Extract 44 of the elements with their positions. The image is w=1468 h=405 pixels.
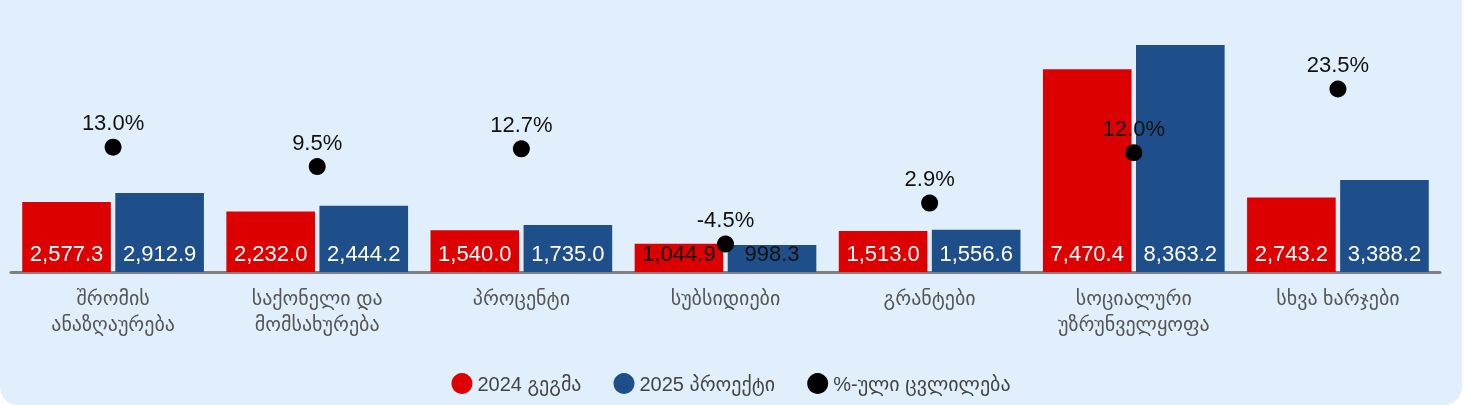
data-label: 12.7% <box>490 111 553 137</box>
data-label: 2.9% <box>904 166 955 192</box>
x-tick-label: სუბსიდიები <box>670 287 781 310</box>
point <box>1125 144 1143 162</box>
data-label: 2,912.9 <box>122 240 197 266</box>
data-label: 1,540.0 <box>438 240 512 266</box>
x-tick-label: შრომის ანაზღაურება <box>51 287 175 336</box>
legend-label: 2024 გეგმა <box>477 372 582 396</box>
bar <box>1247 197 1336 272</box>
legend-label: 2025 პროექტი <box>639 372 776 396</box>
data-label: 998.3 <box>744 240 800 266</box>
data-label: 2,743.2 <box>1254 240 1329 266</box>
data-label: 1,044.9 <box>642 240 716 266</box>
x-tick-label: გრანტები <box>883 287 976 310</box>
data-label: -4.5% <box>696 207 755 233</box>
point <box>308 158 326 176</box>
data-label: 7,470.4 <box>1050 240 1124 266</box>
data-label: 3,388.2 <box>1347 240 1422 266</box>
data-label: 23.5% <box>1306 51 1370 77</box>
point <box>1329 80 1347 98</box>
bar <box>22 202 111 272</box>
point <box>104 138 122 156</box>
bar <box>226 211 315 272</box>
x-tick-label: საქონელი და მომსახურება <box>251 287 383 336</box>
data-label: 13.0% <box>81 110 145 136</box>
data-label: 12.0% <box>1102 115 1165 141</box>
x-tick-label: პროცენტი <box>472 287 570 310</box>
data-label: 1,513.0 <box>846 240 920 266</box>
data-label: 2,444.2 <box>327 240 401 266</box>
data-label: 1,556.6 <box>939 240 1013 266</box>
data-label: 2,577.3 <box>29 240 104 266</box>
x-tick-label: სხვა ხარჯები <box>1276 287 1400 310</box>
bar <box>319 205 409 272</box>
point <box>717 235 734 253</box>
x-tick-label: სოციალური უზრუნველყოფა <box>1057 287 1210 336</box>
data-label: 9.5% <box>292 129 343 155</box>
data-label: 1,735.0 <box>531 240 605 266</box>
bar <box>115 192 204 272</box>
data-label: 2,232.0 <box>233 240 308 266</box>
point <box>921 194 939 212</box>
data-label: 8,363.2 <box>1143 240 1218 266</box>
legend-label: %-ული ცვლილება <box>833 372 1011 396</box>
bar <box>1340 180 1429 272</box>
point <box>512 140 530 158</box>
